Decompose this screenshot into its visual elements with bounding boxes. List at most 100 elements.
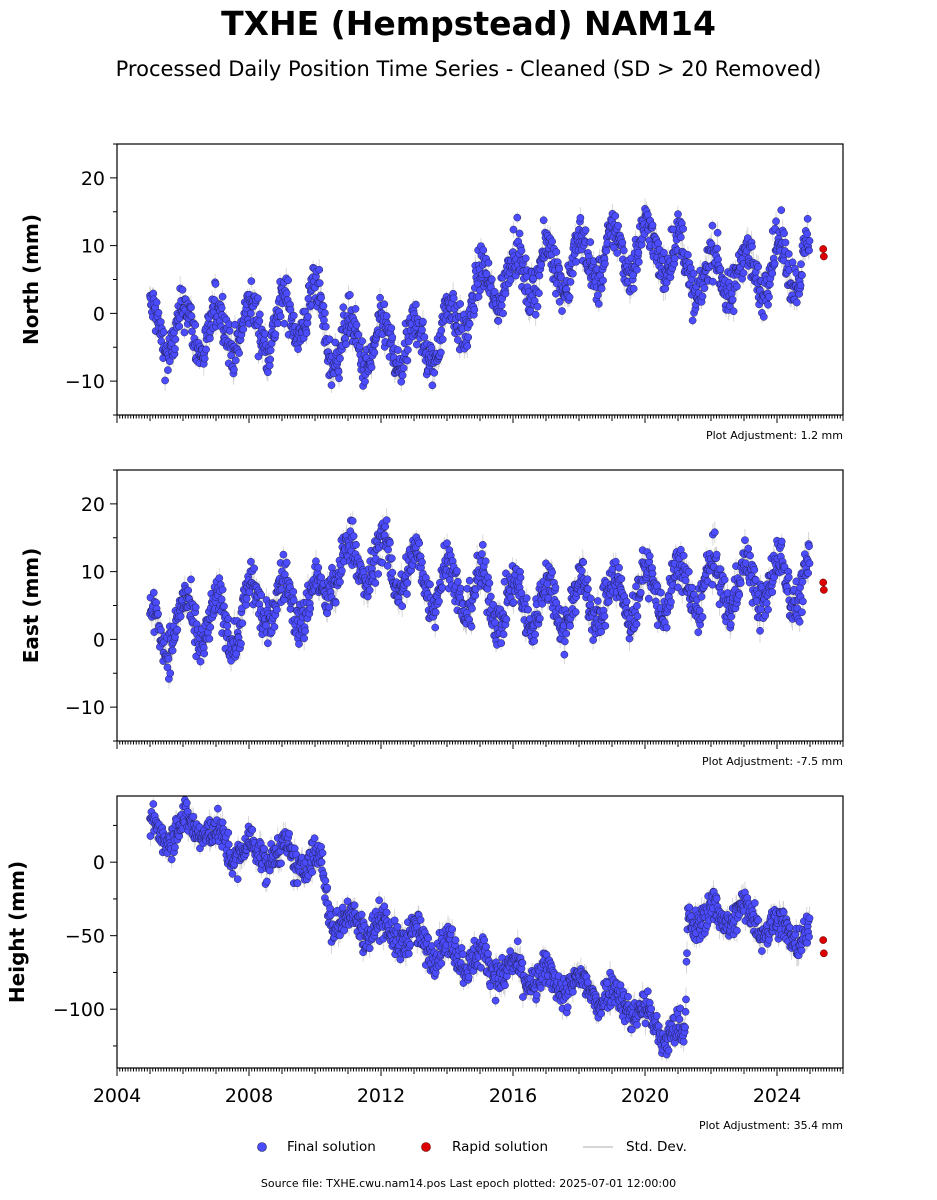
final-point bbox=[506, 276, 515, 284]
final-point bbox=[279, 550, 288, 559]
final-point bbox=[191, 603, 200, 612]
final-point bbox=[399, 364, 408, 372]
final-point bbox=[629, 284, 638, 293]
y-tick-label: −10 bbox=[65, 371, 105, 393]
final-point bbox=[499, 309, 507, 318]
final-point bbox=[449, 294, 458, 303]
final-point bbox=[797, 260, 805, 269]
final-point bbox=[601, 259, 609, 268]
final-point bbox=[586, 238, 595, 246]
final-point bbox=[320, 316, 328, 325]
final-point bbox=[156, 626, 165, 634]
final-point bbox=[474, 292, 483, 301]
final-point bbox=[301, 627, 309, 635]
final-point bbox=[300, 634, 309, 643]
final-point bbox=[526, 307, 535, 315]
final-point bbox=[708, 221, 717, 230]
final-point bbox=[437, 348, 445, 357]
final-point bbox=[295, 640, 303, 648]
final-point bbox=[346, 291, 354, 299]
final-point bbox=[465, 319, 474, 328]
final-point bbox=[394, 346, 402, 354]
final-point bbox=[365, 586, 374, 595]
final-point bbox=[689, 269, 698, 278]
final-point bbox=[351, 305, 360, 313]
final-point bbox=[239, 325, 248, 334]
final-point bbox=[335, 374, 343, 383]
final-point bbox=[420, 333, 429, 341]
final-point bbox=[404, 346, 412, 354]
final-point bbox=[398, 371, 407, 380]
final-point bbox=[798, 271, 806, 280]
final-point bbox=[321, 322, 330, 331]
final-point bbox=[206, 623, 215, 632]
final-point bbox=[154, 609, 162, 618]
final-point bbox=[517, 246, 526, 255]
final-point bbox=[277, 585, 286, 594]
final-point bbox=[266, 355, 275, 364]
chart-subtitle: Processed Daily Position Time Series - C… bbox=[115, 57, 822, 81]
final-point bbox=[371, 579, 380, 587]
final-point bbox=[272, 605, 281, 614]
final-point bbox=[509, 225, 518, 234]
final-point bbox=[342, 340, 350, 349]
final-point bbox=[654, 239, 663, 248]
final-point bbox=[257, 591, 266, 600]
final-point bbox=[200, 649, 209, 658]
final-point bbox=[325, 603, 333, 612]
final-point bbox=[282, 558, 291, 567]
final-point bbox=[788, 258, 797, 267]
final-point bbox=[456, 300, 465, 308]
final-point bbox=[383, 562, 392, 570]
final-point bbox=[552, 248, 561, 256]
final-point bbox=[215, 574, 224, 583]
final-point bbox=[803, 230, 812, 238]
final-point bbox=[171, 345, 179, 353]
final-point bbox=[227, 351, 235, 360]
final-point bbox=[321, 309, 329, 317]
final-point bbox=[247, 309, 255, 318]
final-point bbox=[264, 639, 272, 648]
final-point bbox=[255, 317, 264, 325]
final-point bbox=[418, 326, 426, 334]
final-point bbox=[780, 229, 788, 238]
final-point bbox=[634, 248, 643, 257]
final-point bbox=[501, 289, 510, 298]
final-point bbox=[315, 279, 324, 287]
final-point bbox=[232, 649, 241, 658]
final-point bbox=[548, 237, 556, 246]
final-point bbox=[205, 634, 214, 643]
final-point bbox=[245, 588, 254, 597]
final-point bbox=[382, 312, 391, 320]
final-point bbox=[280, 570, 289, 579]
final-point bbox=[319, 302, 328, 310]
final-point bbox=[196, 657, 205, 666]
final-point bbox=[713, 228, 722, 237]
y-tick-label: 20 bbox=[81, 168, 105, 190]
final-point bbox=[271, 330, 280, 339]
final-point bbox=[670, 254, 679, 263]
final-point bbox=[770, 259, 779, 268]
final-point bbox=[352, 321, 361, 329]
final-point bbox=[487, 275, 496, 284]
final-point bbox=[614, 221, 622, 230]
final-point bbox=[202, 345, 210, 354]
final-point bbox=[331, 598, 340, 607]
final-point bbox=[242, 594, 251, 603]
final-point bbox=[805, 246, 813, 255]
final-point bbox=[513, 213, 522, 222]
final-point bbox=[613, 249, 622, 257]
y-tick-label: 0 bbox=[93, 303, 105, 325]
final-point bbox=[397, 377, 406, 386]
final-point bbox=[225, 327, 234, 335]
final-point bbox=[387, 324, 396, 332]
final-point bbox=[772, 217, 780, 226]
final-point bbox=[175, 322, 184, 331]
final-point bbox=[419, 317, 427, 326]
final-point bbox=[327, 381, 336, 390]
final-point bbox=[566, 278, 575, 286]
final-point bbox=[464, 333, 473, 342]
final-point bbox=[784, 250, 793, 258]
final-point bbox=[709, 277, 717, 286]
